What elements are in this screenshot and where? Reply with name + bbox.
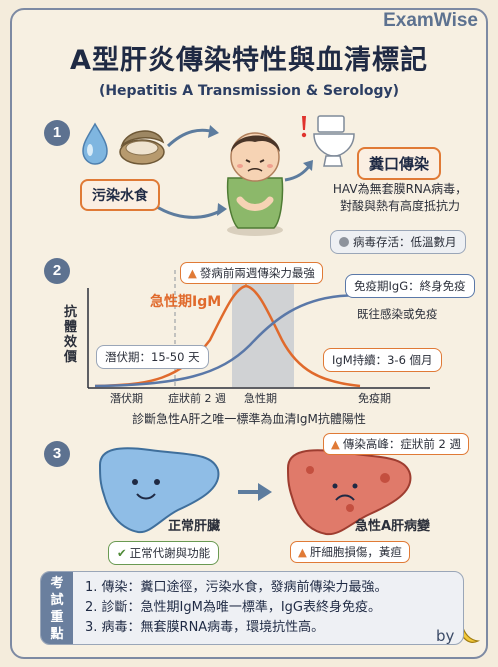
normal-chip: ✔ 正常代謝與功能 <box>108 541 220 565</box>
igg-box: 免疫期IgG：終身免疫 <box>345 274 475 298</box>
exam-summary: 考 試 重 點 1. 傳染：糞口途徑，污染水食，發病前傳染力最強。 2. 診斷：… <box>40 571 464 645</box>
dot-icon <box>339 237 349 247</box>
virus-note: HAV為無套膜RNA病毒， 對酸與熱有高度抵抗力 <box>320 180 480 214</box>
x-phase-label: 症狀前 2 週 <box>168 392 226 405</box>
sick-child-icon <box>226 132 284 236</box>
exclamation-icon <box>301 116 307 138</box>
diseased-liver-label: 急性A肝病變 <box>355 519 431 534</box>
fecal-oral-tag: 糞口傳染 <box>357 147 442 180</box>
normal-liver-label: 正常肝臟 <box>168 519 221 534</box>
summary-line: 1. 傳染：糞口途徑，污染水食，發病前傳染力最強。 <box>85 580 388 595</box>
y-axis-char: 抗 <box>64 305 78 320</box>
section-2-number: 2 <box>44 258 70 284</box>
summary-line: 3. 病毒：無套膜RNA病毒，環境抗性高。 <box>85 620 325 635</box>
side-char: 重 <box>50 610 64 625</box>
incubation-box: 潛伏期：15-50 天 <box>96 345 209 369</box>
peak-chip: ▲ 傳染高峰：症狀前 2 週 <box>323 433 469 455</box>
summary-side-label: 考 試 重 點 <box>41 572 73 644</box>
damage-chip-text: 肝細胞損傷，黃疸 <box>309 545 402 559</box>
igm-label: 急性期IgM <box>150 294 222 310</box>
x-phase-label: 潛伏期 <box>110 392 143 405</box>
contaminated-food-tag: 污染水食 <box>80 179 160 211</box>
y-axis-label: 抗 體 效 價 <box>64 305 80 365</box>
serology-chart <box>87 270 431 389</box>
side-char: 試 <box>50 593 64 608</box>
peak-chip-text: 傳染高峰：症狀前 2 週 <box>342 437 461 451</box>
section-3-number: 3 <box>44 441 70 467</box>
y-axis-char: 效 <box>64 335 78 350</box>
normal-chip-text: 正常代謝與功能 <box>129 546 211 560</box>
toilet-icon <box>313 115 355 167</box>
check-icon: ✔ <box>117 546 127 560</box>
warning-icon: ▲ <box>298 545 307 559</box>
y-axis-char: 價 <box>64 350 78 365</box>
summary-lines: 1. 傳染：糞口途徑，污染水食，發病前傳染力最強。 2. 診斷：急性期IgM為唯… <box>85 578 388 638</box>
y-axis-char: 體 <box>64 320 78 335</box>
brand-logo: ExamWise <box>383 10 478 31</box>
side-char: 考 <box>50 576 64 591</box>
survival-chip: 病毒存活：低溫數月 <box>330 230 466 254</box>
x-phase-label: 急性期 <box>244 392 277 405</box>
water-drop-icon <box>82 122 108 165</box>
signature: by <box>436 627 455 645</box>
side-char: 點 <box>50 627 64 642</box>
igm-duration-box: IgM持續：3-6 個月 <box>323 348 442 372</box>
survival-chip-text: 病毒存活：低溫數月 <box>353 235 457 249</box>
page-subtitle: (Hepatitis A Transmission & Serology) <box>98 83 400 99</box>
warning-icon: ▲ <box>331 437 340 451</box>
peak-warning-text: 發病前兩週傳染力最強 <box>199 266 315 280</box>
oyster-icon <box>119 130 165 165</box>
warning-icon: ▲ <box>188 266 197 280</box>
section-1-number: 1 <box>44 120 70 146</box>
liver-icon <box>98 447 220 534</box>
x-phase-label: 免疫期 <box>358 392 391 405</box>
igm-curve <box>94 284 361 388</box>
damage-chip: ▲ 肝細胞損傷，黃疸 <box>290 541 410 563</box>
summary-line: 2. 診斷：急性期IgM為唯一標準，IgG表終身免疫。 <box>85 600 381 615</box>
diseased-liver-icon <box>286 449 412 536</box>
virus-note-line2: 對酸與熱有高度抵抗力 <box>339 199 460 213</box>
virus-note-line1: HAV為無套膜RNA病毒， <box>332 182 468 196</box>
page-title: A型肝炎傳染特性與血清標記 <box>70 45 428 76</box>
chart-caption: 診斷急性A肝之唯一標準為血清IgM抗體陽性 <box>132 412 366 426</box>
peak-warning-chip: ▲ 發病前兩週傳染力最強 <box>180 262 323 284</box>
igg-note: 既往感染或免疫 <box>357 307 438 321</box>
